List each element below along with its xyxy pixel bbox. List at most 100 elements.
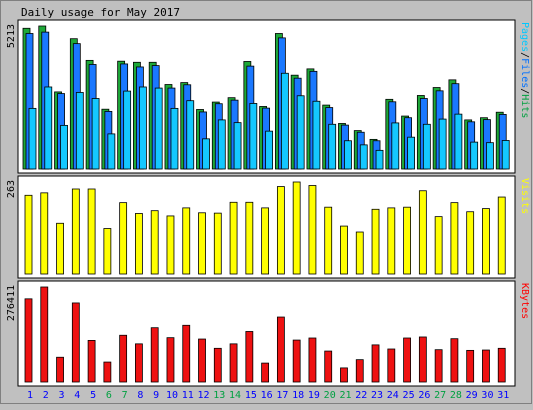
x-tick-label: 7 — [122, 390, 128, 401]
pages-bar — [75, 92, 84, 170]
x-tick-label: 4 — [74, 390, 80, 401]
visits-bar — [40, 192, 49, 275]
pages-bar — [422, 123, 431, 170]
bars — [24, 286, 506, 383]
visits-bar — [119, 202, 128, 275]
kbytes-bar — [340, 367, 348, 383]
pages-bar — [28, 107, 37, 170]
x-tick-label: 27 — [434, 390, 446, 401]
kbytes-bar — [103, 361, 112, 383]
visits-bar — [276, 186, 285, 275]
x-tick-label: 18 — [292, 390, 304, 401]
pages-bar — [344, 140, 352, 170]
kbytes-bar — [292, 339, 301, 383]
visits-bar — [497, 196, 506, 275]
kbytes-bar — [261, 362, 270, 383]
pages-bar — [233, 122, 242, 170]
pages-bar — [249, 103, 258, 170]
pages-bar — [186, 100, 195, 170]
x-tick-label: 9 — [153, 390, 159, 401]
pages-bar — [202, 138, 210, 170]
x-tick-label: 12 — [197, 390, 209, 401]
legend-entry: Hits — [519, 94, 530, 118]
x-tick-label: 11 — [182, 390, 194, 401]
kbytes-bar — [119, 334, 128, 383]
pages-bar — [296, 95, 305, 170]
kbytes-bar — [434, 349, 443, 383]
visits-bar — [355, 231, 364, 275]
y-max-label: 263 — [6, 180, 17, 198]
x-tick-label: 5 — [90, 390, 96, 401]
x-tick-label: 25 — [403, 390, 415, 401]
visits-bar — [182, 207, 191, 275]
x-tick-label: 17 — [276, 390, 288, 401]
kbytes-bar — [466, 349, 475, 383]
pages-bar — [312, 100, 321, 170]
kbytes-bar — [40, 286, 49, 383]
kbytes-bar — [482, 349, 490, 383]
legend-entry: KBytes — [519, 283, 530, 319]
legend: Pages/Files/Hits — [519, 22, 530, 118]
pages-bar — [154, 87, 163, 170]
kbytes-bar — [355, 359, 364, 383]
visits-bar — [87, 188, 96, 275]
visits-bar — [213, 212, 222, 275]
visits-bar — [103, 228, 112, 275]
pages-bar — [375, 149, 384, 170]
x-tick-label: 3 — [59, 390, 65, 401]
visits-bar — [450, 202, 459, 275]
pages-bar — [265, 130, 274, 170]
bars — [24, 181, 506, 275]
visits-bar — [24, 194, 33, 275]
visits-bar — [56, 222, 64, 275]
x-tick-label: 8 — [137, 390, 143, 401]
kbytes-bar — [198, 338, 206, 383]
pages-bar — [139, 86, 147, 170]
kbytes-bar — [71, 302, 80, 383]
x-tick-label: 28 — [450, 390, 462, 401]
kbytes-bar — [182, 324, 191, 383]
visits-bar — [229, 201, 238, 275]
x-tick-label: 30 — [481, 390, 493, 401]
pages-bar — [359, 144, 368, 170]
kbytes-bar — [166, 337, 175, 383]
kbytes-bar — [387, 348, 396, 383]
x-tick-label: 31 — [497, 390, 509, 401]
x-tick-label: 19 — [308, 390, 320, 401]
visits-bar — [324, 206, 333, 275]
pages-bar — [91, 98, 100, 170]
kbytes-bar — [418, 336, 427, 383]
legend-entry: Files — [519, 58, 530, 88]
pages-bar — [170, 107, 179, 170]
x-tick-label: 1 — [27, 390, 33, 401]
visits-bar — [150, 210, 159, 275]
pages-bar — [486, 142, 494, 170]
visits-bar — [292, 181, 301, 275]
pages-bar — [328, 123, 337, 170]
kbytes-bar — [276, 316, 285, 383]
kbytes-bar — [403, 337, 411, 383]
visits-bar — [308, 185, 317, 275]
pages-bar — [217, 119, 226, 170]
kbytes-bar — [308, 337, 317, 383]
pages-bar — [107, 133, 116, 170]
x-tick-label: 26 — [418, 390, 430, 401]
pages-bar — [391, 122, 400, 170]
x-tick-label: 29 — [466, 390, 478, 401]
pages-bar — [60, 124, 68, 170]
x-axis-labels: 1 2 3 4 5 6 7 8 9 10 11 12 13 14 15 16 17 18 19 20 21 22 23 24 2… — [27, 390, 509, 401]
visits-bar — [340, 225, 348, 275]
visits-bar — [71, 188, 80, 275]
x-tick-label: 23 — [371, 390, 383, 401]
x-tick-label: 15 — [245, 390, 257, 401]
visits-bar — [466, 211, 475, 275]
x-tick-label: 21 — [339, 390, 351, 401]
visits-bar — [403, 206, 411, 275]
panel-visits: 263 Visits — [6, 175, 530, 279]
visits-bar — [166, 215, 175, 275]
kbytes-bar — [150, 327, 159, 383]
